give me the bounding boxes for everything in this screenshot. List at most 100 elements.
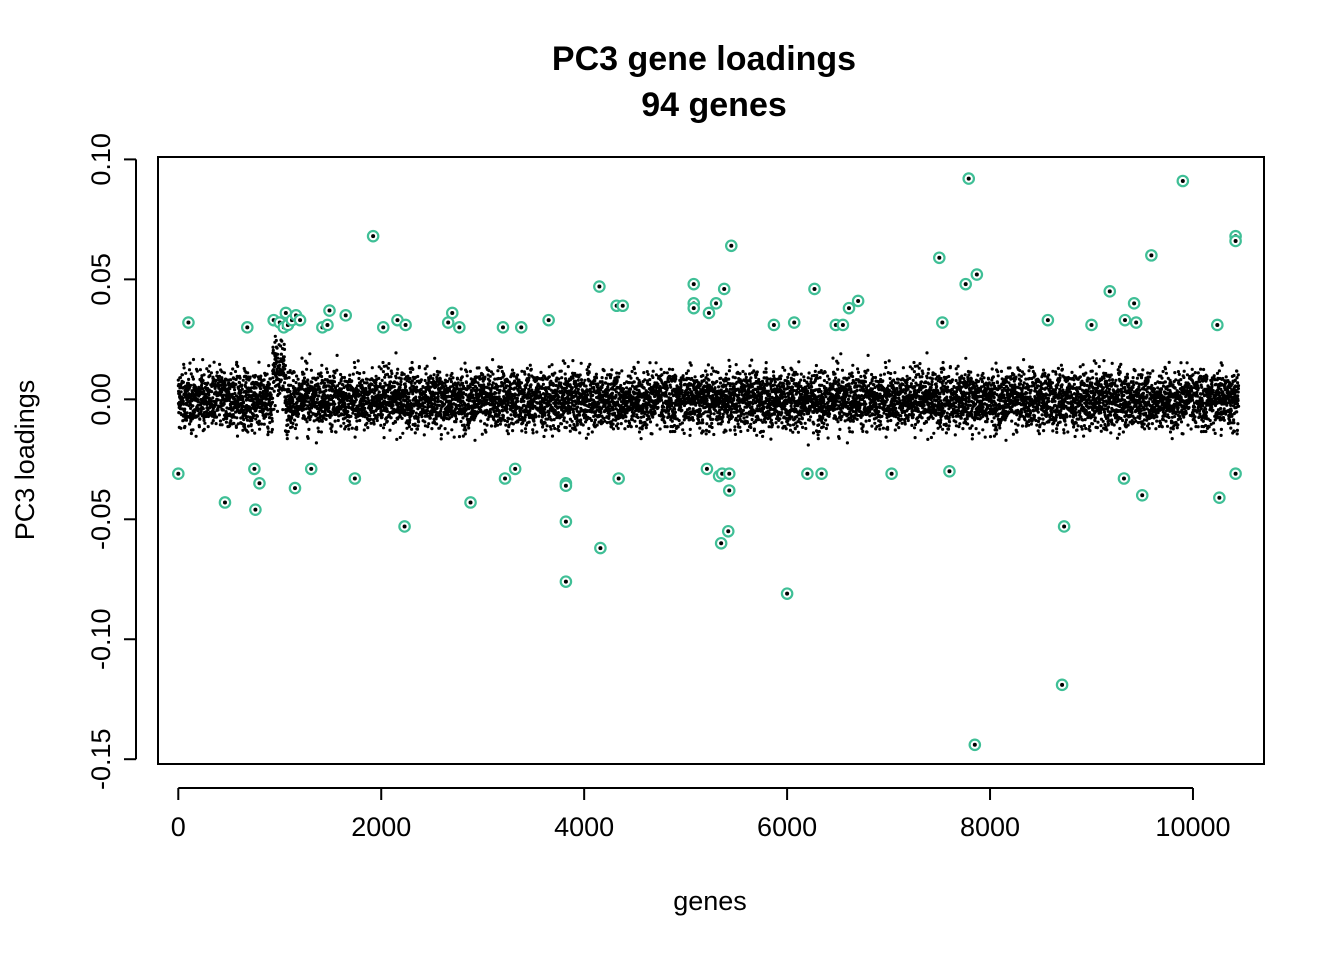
highlighted-gene-point (842, 301, 856, 315)
highlighted-gene-point (721, 524, 735, 538)
highlight-dot (519, 325, 524, 330)
highlighted-gene-point (851, 294, 865, 308)
highlighted-gene-point (249, 503, 262, 516)
highlighted-gene-point (702, 306, 716, 320)
highlight-dot (252, 466, 257, 471)
highlight-dot (691, 306, 696, 311)
highlighted-gene-point (1176, 174, 1190, 188)
highlighted-gene-point (717, 282, 731, 296)
y-tick-label: 0.00 (86, 373, 116, 426)
highlighted-gene-point (815, 467, 828, 480)
highlighted-gene-point (943, 464, 956, 478)
highlighted-gene-point (801, 467, 814, 480)
highlight-dot (856, 298, 861, 303)
highlight-dot (1122, 318, 1127, 323)
highlight-dot (889, 471, 894, 476)
highlighted-gene-point (453, 321, 466, 334)
highlight-dot (974, 272, 979, 277)
y-tick-label: -0.15 (86, 728, 116, 790)
y-tick-label: 0.10 (86, 133, 116, 186)
highlight-dot (352, 476, 357, 481)
y-axis: -0.15 -0.10 -0.05 0.00 0.05 0.10 (86, 133, 137, 790)
highlight-dot (792, 320, 797, 325)
highlight-dot (966, 176, 971, 181)
highlight-dot (298, 318, 303, 323)
highlighted-gene-point (293, 313, 307, 327)
highlighted-gene-point (936, 316, 949, 329)
highlighted-gene-point (171, 467, 185, 480)
highlight-dot (819, 471, 824, 476)
highlighted-gene-point (1213, 491, 1226, 504)
y-axis-title: PC3 loadings (10, 380, 40, 541)
highlight-dot (563, 483, 568, 488)
highlight-dot (253, 507, 258, 512)
highlighted-gene-point (1211, 318, 1224, 332)
highlighted-gene-point (559, 575, 573, 588)
highlight-dot (691, 282, 696, 287)
chart-title: PC3 gene loadings (552, 40, 856, 78)
highlight-dot (1062, 524, 1067, 529)
highlighted-gene-point (612, 472, 625, 485)
highlighted-gene-point (1057, 520, 1071, 533)
plot-frame (157, 156, 1265, 765)
highlighted-gene-point (767, 318, 781, 332)
highlighted-gene-point (559, 479, 573, 492)
highlight-dot (1107, 289, 1112, 294)
highlight-dot (704, 466, 709, 471)
highlighted-gene-point (722, 467, 736, 480)
highlighted-gene-point (687, 301, 701, 315)
y-tick-label: -0.05 (86, 489, 116, 551)
highlighted-gene-point (445, 306, 459, 320)
y-tick-label: 0.05 (86, 253, 116, 306)
highlighted-gene-point (1127, 297, 1141, 310)
highlight-dot (937, 255, 942, 260)
highlighted-gene-point (1085, 318, 1098, 332)
highlight-dot (714, 301, 719, 306)
highlighted-gene-point (498, 472, 512, 485)
highlight-dot (597, 284, 602, 289)
highlight-dot (1215, 322, 1220, 327)
highlighted-gene-point (1055, 678, 1069, 692)
x-axis-title: genes (673, 886, 747, 916)
highlight-dot (325, 322, 330, 327)
highlighted-gene-point (288, 481, 302, 495)
highlighted-gene-point (616, 299, 630, 313)
highlight-dot (327, 308, 332, 313)
highlighted-gene-point (968, 738, 982, 752)
highlight-dot (186, 320, 191, 325)
highlight-dot (1233, 471, 1238, 476)
x-tick-label: 10000 (1155, 812, 1230, 842)
x-axis: 0 2000 4000 6000 8000 10000 (171, 787, 1231, 842)
x-tick-label: 0 (171, 812, 186, 842)
highlight-dot (402, 524, 407, 529)
highlighted-gene-point (724, 239, 738, 253)
highlight-dot (598, 546, 603, 551)
highlight-dot (222, 500, 227, 505)
highlight-dot (257, 481, 262, 486)
highlighted-gene-point (376, 321, 390, 334)
highlight-dot (283, 310, 288, 315)
highlighted-gene-point (594, 541, 607, 555)
highlight-dot (1132, 301, 1137, 306)
highlight-dot (1149, 253, 1154, 258)
chart-subtitle: 94 genes (641, 86, 787, 124)
highlighted-gene-point (559, 515, 573, 528)
highlight-dot (176, 471, 181, 476)
highlight-dot (727, 471, 732, 476)
highlight-dot (1045, 318, 1050, 323)
highlighted-gene-point (836, 318, 850, 332)
highlight-dot (450, 310, 455, 315)
highlighted-gene-point (700, 462, 714, 476)
highlighted-gene-point (339, 309, 353, 322)
highlighted-gene-point (687, 277, 701, 291)
highlight-dot (729, 243, 734, 248)
highlight-dot (500, 325, 505, 330)
highlighted-gene-point (1135, 488, 1149, 502)
highlighted-gene-point (464, 496, 477, 509)
highlighted-gene-point (1129, 316, 1143, 329)
highlight-dot (947, 469, 952, 474)
highlighted-gene-point (1229, 467, 1242, 480)
highlight-dot (381, 325, 386, 330)
highlight-dot (840, 322, 845, 327)
highlight-dot (245, 325, 250, 330)
